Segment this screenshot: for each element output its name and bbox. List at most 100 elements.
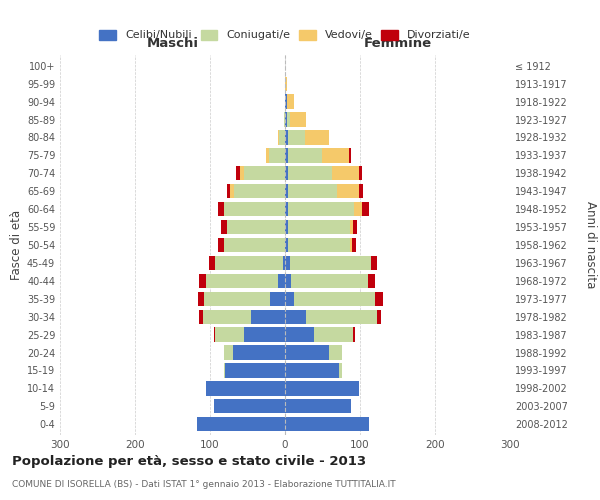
Bar <box>197 417 285 432</box>
Bar <box>277 274 285 288</box>
Bar <box>285 274 291 288</box>
Bar <box>206 274 277 288</box>
Legend: Celibi/Nubili, Coniugati/e, Vedovi/e, Divorziati/e: Celibi/Nubili, Coniugati/e, Vedovi/e, Di… <box>96 26 474 44</box>
Bar <box>225 364 285 378</box>
Bar <box>244 166 285 180</box>
Text: Maschi: Maschi <box>146 36 199 50</box>
Bar <box>288 238 349 252</box>
Bar <box>285 238 288 252</box>
Bar <box>214 328 215 342</box>
Bar <box>199 310 203 324</box>
Y-axis label: Fasce di età: Fasce di età <box>10 210 23 280</box>
Bar <box>221 220 227 234</box>
Bar <box>285 148 288 162</box>
Bar <box>285 310 306 324</box>
Bar <box>251 310 285 324</box>
Bar <box>223 202 285 216</box>
Bar <box>244 328 285 342</box>
Bar <box>331 166 359 180</box>
Bar <box>288 166 331 180</box>
Bar <box>285 130 288 144</box>
Bar <box>288 220 349 234</box>
Bar <box>288 184 337 198</box>
Bar <box>354 202 361 216</box>
Bar <box>352 238 355 252</box>
Bar <box>283 256 285 270</box>
Bar <box>353 220 357 234</box>
Bar <box>287 94 294 109</box>
Bar <box>294 292 375 306</box>
Bar <box>233 346 285 360</box>
Bar <box>223 346 233 360</box>
Bar <box>287 112 290 126</box>
Bar <box>349 238 352 252</box>
Bar <box>277 130 279 144</box>
Bar <box>288 130 305 144</box>
Bar <box>285 202 288 216</box>
Bar <box>285 417 369 432</box>
Bar <box>291 274 367 288</box>
Bar <box>270 292 285 306</box>
Bar <box>223 238 285 252</box>
Bar <box>240 166 244 180</box>
Bar <box>203 310 251 324</box>
Bar <box>288 148 322 162</box>
Bar <box>353 328 355 342</box>
Bar <box>285 328 314 342</box>
Text: Popolazione per età, sesso e stato civile - 2013: Popolazione per età, sesso e stato civil… <box>12 455 366 468</box>
Bar <box>285 346 329 360</box>
Bar <box>337 184 359 198</box>
Bar <box>339 364 342 378</box>
Bar <box>269 148 285 162</box>
Bar <box>198 292 204 306</box>
Bar <box>367 274 375 288</box>
Bar <box>285 292 294 306</box>
Bar <box>285 381 359 396</box>
Bar <box>314 328 353 342</box>
Bar <box>230 184 234 198</box>
Bar <box>306 310 377 324</box>
Bar <box>285 256 290 270</box>
Bar <box>322 148 349 162</box>
Bar <box>285 76 287 91</box>
Bar <box>209 256 215 270</box>
Bar <box>206 381 285 396</box>
Bar <box>234 184 285 198</box>
Bar <box>236 166 240 180</box>
Bar <box>199 274 206 288</box>
Y-axis label: Anni di nascita: Anni di nascita <box>584 202 598 288</box>
Bar <box>218 238 223 252</box>
Bar <box>359 184 363 198</box>
Bar <box>265 148 269 162</box>
Bar <box>227 220 285 234</box>
Text: Femmine: Femmine <box>364 36 431 50</box>
Bar <box>285 184 288 198</box>
Bar <box>284 112 285 126</box>
Bar <box>285 166 288 180</box>
Bar <box>214 399 285 413</box>
Bar <box>223 364 225 378</box>
Bar <box>290 256 371 270</box>
Bar <box>361 202 369 216</box>
Bar <box>218 202 223 216</box>
Bar <box>290 112 306 126</box>
Bar <box>377 310 381 324</box>
Bar <box>227 184 230 198</box>
Bar <box>288 202 354 216</box>
Bar <box>285 399 351 413</box>
Bar <box>329 346 342 360</box>
Bar <box>375 292 383 306</box>
Bar <box>285 112 287 126</box>
Bar <box>371 256 377 270</box>
Bar <box>204 292 270 306</box>
Bar <box>215 256 283 270</box>
Bar <box>285 364 339 378</box>
Bar <box>349 148 351 162</box>
Bar <box>285 94 287 109</box>
Bar <box>359 166 362 180</box>
Text: COMUNE DI ISORELLA (BS) - Dati ISTAT 1° gennaio 2013 - Elaborazione TUTTITALIA.I: COMUNE DI ISORELLA (BS) - Dati ISTAT 1° … <box>12 480 395 489</box>
Bar <box>285 220 288 234</box>
Bar <box>305 130 329 144</box>
Bar <box>215 328 244 342</box>
Bar <box>279 130 285 144</box>
